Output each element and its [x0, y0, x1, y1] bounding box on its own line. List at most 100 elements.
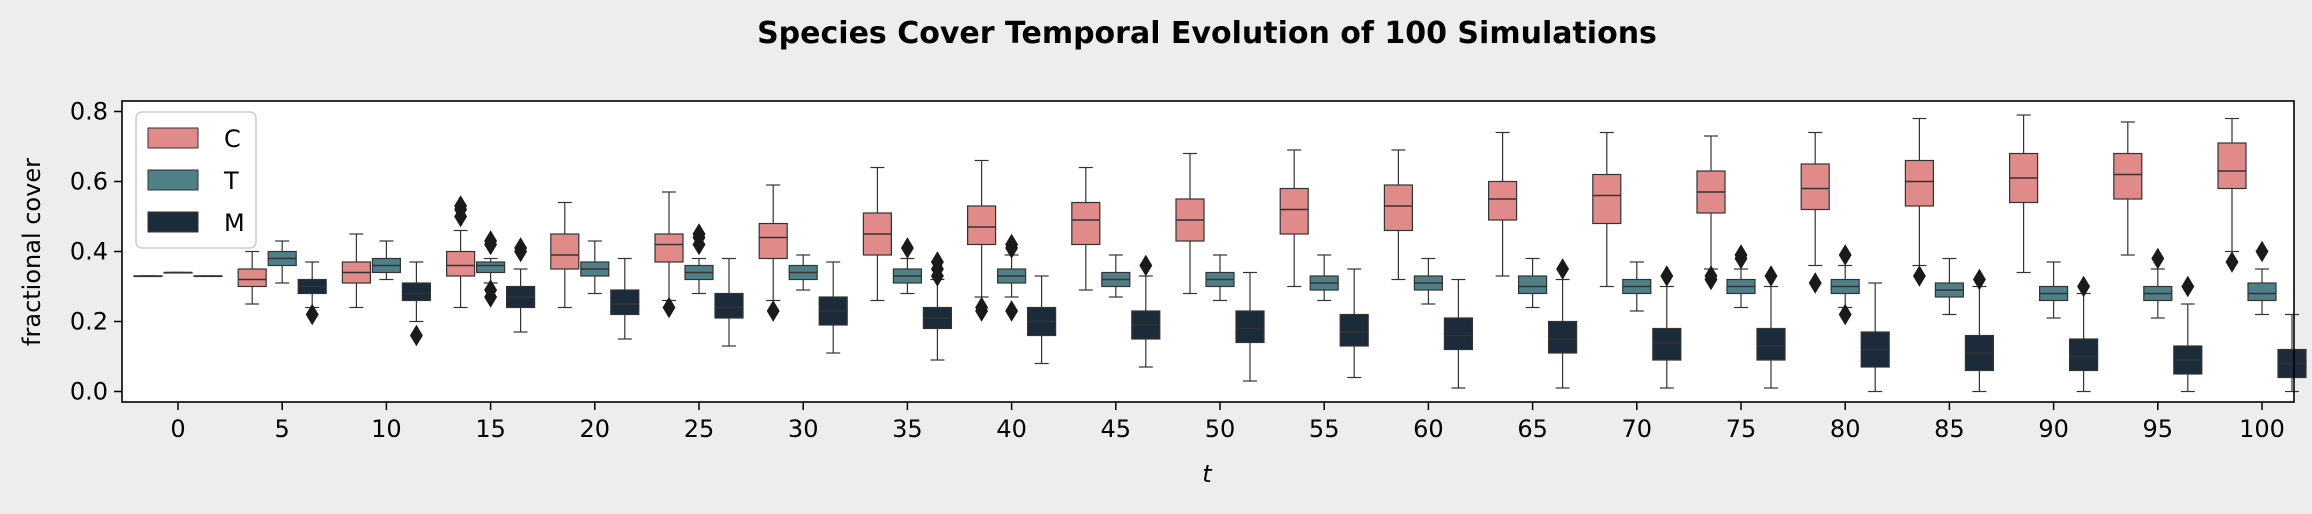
legend-label-m: M — [224, 209, 245, 237]
box-body — [714, 292, 744, 319]
box-m — [401, 261, 431, 347]
box-c — [341, 233, 371, 309]
box-t — [371, 240, 401, 281]
box-c — [237, 250, 267, 305]
box-t — [1622, 261, 1652, 312]
flier-point — [1660, 265, 1674, 287]
box-t — [996, 233, 1027, 322]
x-tick-label: 95 — [2143, 415, 2174, 443]
plot-frame — [121, 100, 2295, 403]
flier-point — [975, 296, 989, 319]
y-tick-label: 0.2 — [70, 308, 108, 336]
box-body — [1383, 184, 1414, 232]
ticks-layer: 0.0 0.2 0.4 0.6 0.8 0 5 10 15 20 25 30 35 40 45 50 55 60 6… — [70, 98, 2285, 444]
x-tick-label: 90 — [2038, 415, 2069, 443]
box-body — [1904, 159, 1935, 207]
flier-point — [930, 251, 944, 273]
x-tick-label: 85 — [1934, 415, 1965, 443]
x-tick-label: 25 — [684, 415, 715, 443]
flier-point — [2151, 247, 2165, 270]
box-m — [2173, 275, 2203, 393]
box-c — [1592, 131, 1622, 288]
x-tick-label: 0 — [170, 415, 185, 443]
box-m — [193, 275, 223, 278]
box-t — [1101, 254, 1131, 298]
box-m — [1026, 275, 1057, 365]
box-body — [2247, 282, 2277, 302]
box-m — [1131, 254, 1161, 368]
box-body — [1339, 313, 1369, 347]
flier-point — [900, 237, 914, 259]
box-body — [1487, 180, 1518, 221]
box-m — [506, 237, 536, 333]
flier-point — [662, 296, 676, 319]
box-body — [1547, 320, 1578, 354]
box-body — [758, 222, 788, 260]
flier-point — [692, 223, 706, 245]
box-body — [2113, 152, 2143, 200]
box-c — [1904, 117, 1935, 287]
box-t — [2143, 247, 2173, 319]
flier-point — [1764, 265, 1778, 287]
box-t — [267, 240, 297, 284]
x-tick-label: 5 — [275, 415, 290, 443]
flier-point — [484, 230, 498, 252]
box-c — [758, 184, 788, 322]
x-tick-label: 35 — [892, 415, 923, 443]
box-m — [1964, 268, 1995, 393]
box-t — [580, 240, 610, 295]
box-c — [1800, 131, 1830, 294]
box-m — [2277, 313, 2307, 393]
box-t — [1413, 257, 1444, 305]
box-t — [892, 237, 923, 295]
box-body — [1652, 327, 1682, 361]
box-body — [1800, 163, 1830, 211]
box-body — [966, 205, 997, 246]
box-body — [1517, 275, 1548, 295]
x-tick-label: 15 — [475, 415, 506, 443]
box-c — [133, 275, 163, 278]
box-body — [237, 268, 267, 288]
box-m — [2069, 275, 2099, 393]
legend-label-c: C — [224, 125, 241, 153]
flier-point — [2181, 275, 2195, 298]
x-tick-label: 70 — [1622, 415, 1653, 443]
box-m — [1860, 282, 1890, 393]
box-body — [1756, 327, 1786, 361]
box-m — [1756, 265, 1786, 389]
box-m — [1547, 258, 1578, 389]
box-body — [1235, 310, 1265, 344]
box-m — [1235, 271, 1265, 382]
box-body — [1071, 201, 1101, 246]
legend-swatch-m — [147, 211, 199, 233]
box-c — [1383, 149, 1414, 281]
x-tick-label: 100 — [2239, 415, 2285, 443]
box-m — [818, 261, 848, 354]
flier-point — [1912, 265, 1926, 287]
box-t — [1517, 257, 1548, 309]
box-body — [446, 250, 476, 277]
box-m — [610, 257, 640, 340]
flier-point — [484, 279, 498, 301]
legend-swatch-t — [147, 169, 199, 191]
box-t — [163, 271, 193, 274]
flier-point — [1005, 300, 1019, 322]
box-body — [2069, 338, 2099, 372]
box-t — [1830, 244, 1860, 326]
flier-point — [1972, 268, 1986, 291]
box-body — [476, 261, 506, 274]
y-axis-label: fractional cover — [18, 158, 46, 346]
box-c — [654, 191, 684, 319]
legend-label-t: T — [223, 167, 239, 195]
boxes-layer — [133, 114, 2307, 393]
flier-point — [1838, 244, 1852, 266]
flier-point — [454, 195, 468, 217]
flier-point — [1808, 272, 1822, 294]
box-t — [684, 223, 714, 295]
box-body — [550, 233, 580, 270]
legend: C T M — [135, 111, 257, 249]
box-body — [1592, 173, 1622, 225]
flier-point — [1139, 254, 1153, 277]
flier-point — [766, 300, 780, 322]
